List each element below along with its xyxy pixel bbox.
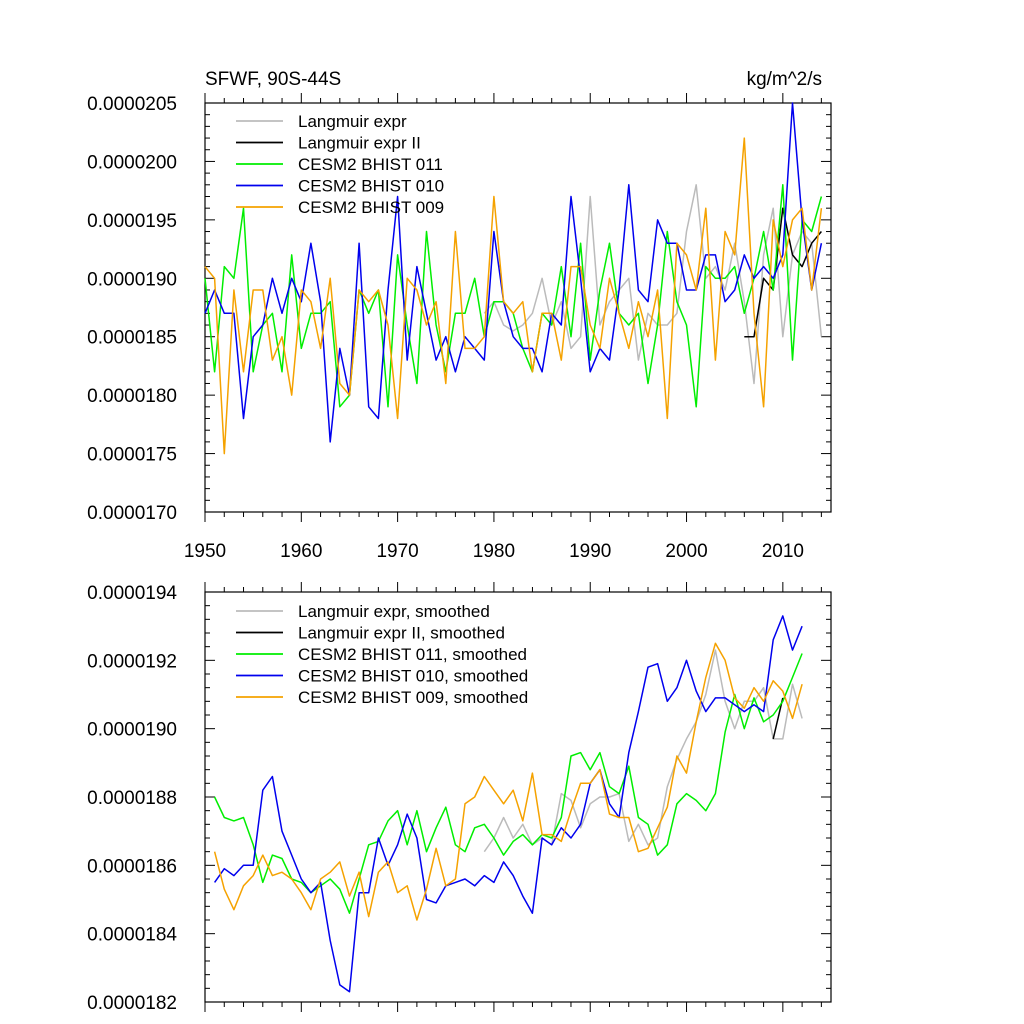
- legend-label: CESM2 BHIST 011, smoothed: [298, 645, 527, 664]
- y-tick-label: 0.0000200: [87, 152, 177, 173]
- x-tick-label: 2010: [762, 541, 804, 562]
- y-tick-label: 0.0000182: [87, 993, 177, 1014]
- y-tick-label: 0.0000185: [87, 328, 177, 349]
- y-tick-label: 0.0000190: [87, 720, 177, 741]
- series-line-2: [744, 207, 822, 338]
- y-tick-label: 0.0000195: [87, 211, 177, 232]
- panel-smoothed: 0.0000182 0.0000184 0.0000186 0.0000188 0.00…: [87, 582, 832, 1014]
- x-tick-label: 1990: [569, 541, 611, 562]
- legend-label: Langmuir expr: [298, 112, 407, 131]
- y-tick-label: 0.0000175: [87, 445, 177, 466]
- y-tick-label: 0.0000184: [87, 925, 177, 946]
- series-line-5: [204, 137, 823, 455]
- y-tick-label: 0.0000186: [87, 856, 177, 877]
- series-line-4: [213, 615, 803, 993]
- legend-label: Langmuir expr II: [298, 134, 421, 153]
- legend-label: CESM2 BHIST 009: [298, 198, 444, 217]
- plot-frame: [204, 102, 832, 513]
- y-tick-label: 0.0000180: [87, 386, 177, 407]
- y-tick-label: 0.0000205: [87, 94, 177, 115]
- x-tick-label: 1980: [473, 541, 515, 562]
- legend-label: Langmuir expr, smoothed: [298, 602, 490, 621]
- series-line-3: [204, 184, 823, 408]
- legend-label: CESM2 BHIST 009, smoothed: [298, 688, 528, 707]
- y-tick-label: 0.0000192: [87, 651, 177, 672]
- panel-title-right: kg/m^2/s: [747, 69, 822, 90]
- legend-label: Langmuir expr II, smoothed: [298, 624, 505, 643]
- x-tick-label: 2000: [665, 541, 707, 562]
- x-tick-label: 1960: [280, 541, 322, 562]
- legend-label: CESM2 BHIST 010: [298, 177, 444, 196]
- x-tick-label: 1970: [376, 541, 418, 562]
- y-tick-label: 0.0000170: [87, 503, 177, 524]
- series-line-5: [213, 642, 803, 921]
- legend-label: CESM2 BHIST 010, smoothed: [298, 667, 528, 686]
- panel-title-left: SFWF, 90S-44S: [205, 69, 341, 90]
- y-tick-label: 0.0000188: [87, 788, 177, 809]
- x-tick-label: 1950: [184, 541, 226, 562]
- y-tick-label: 0.0000190: [87, 269, 177, 290]
- series-line-1: [483, 184, 823, 385]
- series-line-1: [483, 649, 803, 853]
- legend-label: CESM2 BHIST 011: [298, 155, 443, 174]
- y-tick-label: 0.0000194: [87, 583, 177, 604]
- series-line-4: [204, 102, 823, 443]
- panel-raw: SFWF, 90S-44S kg/m^2/s 0.0000170 0.000017…: [87, 69, 832, 562]
